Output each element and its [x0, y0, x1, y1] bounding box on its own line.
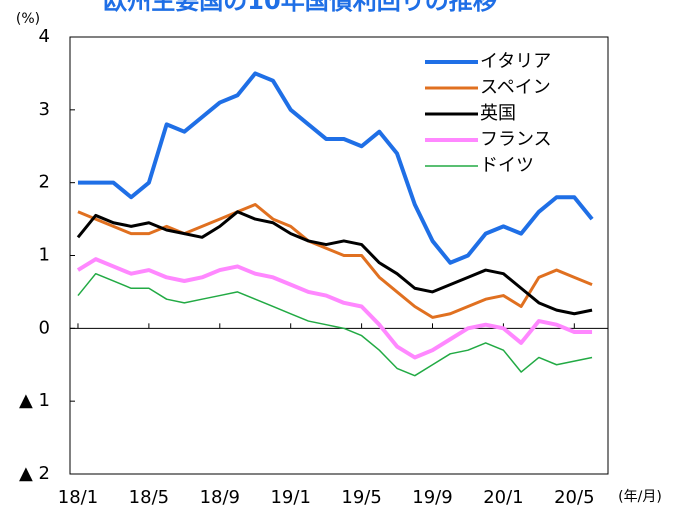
y-tick-label: ▲ 2: [19, 463, 50, 484]
x-tick-label: 19/5: [341, 487, 381, 508]
x-tick-label: 19/9: [412, 487, 452, 508]
legend-label: 英国: [480, 103, 516, 124]
legend-label: フランス: [480, 129, 552, 150]
legend-label: ドイツ: [480, 155, 534, 176]
x-tick-label: 18/9: [200, 487, 240, 508]
x-tick-label: 20/5: [554, 487, 594, 508]
y-tick-label: 3: [39, 99, 50, 120]
y-tick-label: 0: [39, 317, 50, 338]
x-tick-label: 18/1: [58, 487, 98, 508]
y-axis-label: (%): [16, 11, 40, 27]
x-tick-label: 20/1: [483, 487, 523, 508]
x-tick-label: 19/1: [270, 487, 310, 508]
series-line: [76, 210, 593, 316]
chart-title: 欧州主要国の10年国債利回りの推移: [103, 0, 496, 15]
series-line: [77, 272, 593, 377]
x-tick-label: 18/5: [129, 487, 169, 508]
series-line: [76, 257, 593, 360]
series-line: [77, 71, 594, 265]
plot-frame: [69, 36, 609, 475]
legend-label: スペイン: [480, 77, 551, 98]
legend-label: イタリア: [480, 51, 551, 72]
x-axis-label: (年/月): [618, 489, 662, 505]
y-tick-label: 1: [39, 245, 50, 266]
y-tick-label: 4: [39, 26, 50, 47]
y-tick-label: 2: [39, 172, 50, 193]
y-tick-label: ▲ 1: [19, 390, 50, 411]
